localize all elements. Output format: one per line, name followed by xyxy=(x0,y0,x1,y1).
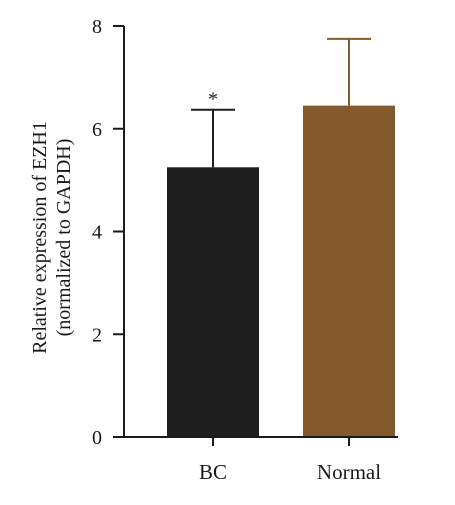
x-tick-label-bc: BC xyxy=(199,460,227,484)
y-tick-label-4: 4 xyxy=(92,222,102,244)
y-tick-label-6: 6 xyxy=(92,119,102,141)
y-axis-title-line-1: Relative expression of EZH1 xyxy=(29,121,51,354)
y-tick-label-2: 2 xyxy=(92,324,102,346)
bar-bc xyxy=(167,167,259,437)
bar-normal xyxy=(303,105,395,437)
x-tick-label-normal: Normal xyxy=(317,460,381,484)
y-tick-label-0: 0 xyxy=(92,427,102,449)
y-tick-label-8: 8 xyxy=(92,16,102,38)
y-axis-title-line-2: (normalized to GAPDH) xyxy=(53,139,75,337)
significance-marker-bc: * xyxy=(208,89,218,111)
